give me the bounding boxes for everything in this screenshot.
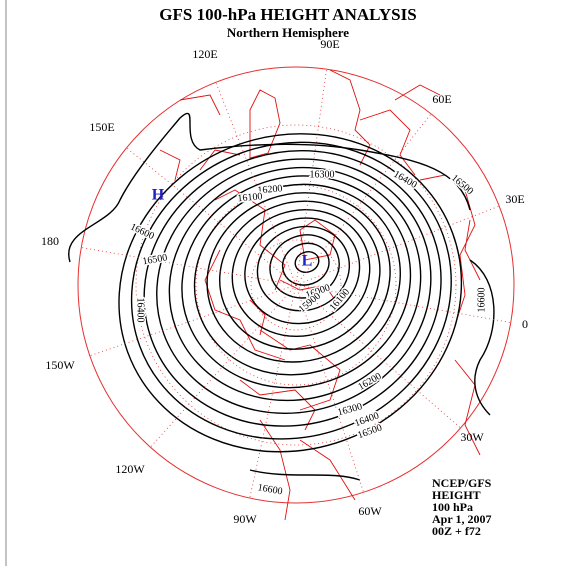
meridian [295, 284, 461, 429]
meridian [215, 82, 297, 286]
contour-label: 16100 [237, 191, 263, 204]
title: GFS 100-hPa HEIGHT ANALYSIS [159, 5, 416, 24]
meridian [126, 147, 297, 286]
contour-line [156, 158, 432, 414]
map-boundary [77, 66, 515, 504]
contour-label: 16600 [476, 288, 487, 313]
meridian [295, 113, 432, 286]
meridian [150, 284, 297, 448]
contour-line [193, 183, 401, 376]
longitude-label: 0 [522, 317, 528, 331]
contour-line [218, 200, 381, 350]
contour-label: 16400 [135, 298, 146, 323]
meridian [295, 69, 327, 286]
meridian [295, 284, 364, 493]
longitude-label: 180 [41, 234, 59, 248]
longitude-label: 30W [460, 430, 484, 444]
latitude-circle [135, 124, 457, 446]
contour-line [469, 259, 495, 416]
longitude-label: 120E [192, 47, 217, 61]
contour-line [130, 141, 452, 440]
meridian [295, 284, 511, 323]
contour-label: 16300 [310, 169, 335, 180]
contour-line [143, 149, 442, 427]
latitude-circle [250, 239, 342, 331]
contour-line [269, 234, 340, 299]
longitude-label: 90W [233, 512, 257, 526]
contour-line [118, 133, 463, 453]
meridian [295, 205, 500, 286]
footer-line: NCEP/GFS [432, 476, 492, 490]
longitude-label: 60E [432, 92, 451, 106]
contour-line [256, 225, 351, 312]
contour-line [206, 192, 391, 363]
footer-line: HEIGHT [432, 488, 481, 502]
footer-line: 100 hPa [432, 500, 473, 514]
meridian [89, 284, 297, 357]
longitude-label: 60W [358, 504, 382, 518]
contour-line [249, 469, 361, 481]
longitude-label: 30E [505, 192, 524, 206]
longitude-label: 90E [320, 37, 339, 51]
contour-line [281, 242, 330, 286]
footer-line: Apr 1, 2007 [432, 512, 491, 526]
high-center: H [152, 187, 165, 204]
low-center: L [302, 253, 313, 270]
contour-line [168, 166, 422, 402]
contour-line [181, 175, 412, 389]
footer-line: 00Z + f72 [432, 524, 481, 538]
subtitle: Northern Hemisphere [227, 25, 349, 40]
contour-line [244, 217, 361, 325]
contour-line [67, 112, 471, 263]
longitude-label: 150E [89, 120, 114, 134]
latitude-circle [195, 184, 397, 386]
contour-line [231, 208, 371, 338]
contour-line [294, 251, 320, 273]
meridian [81, 247, 297, 286]
polar-map [67, 66, 515, 521]
longitude-label: 120W [115, 462, 145, 476]
meridian [249, 284, 297, 499]
longitude-label: 150W [45, 358, 75, 372]
contour-label: 16200 [257, 183, 283, 196]
